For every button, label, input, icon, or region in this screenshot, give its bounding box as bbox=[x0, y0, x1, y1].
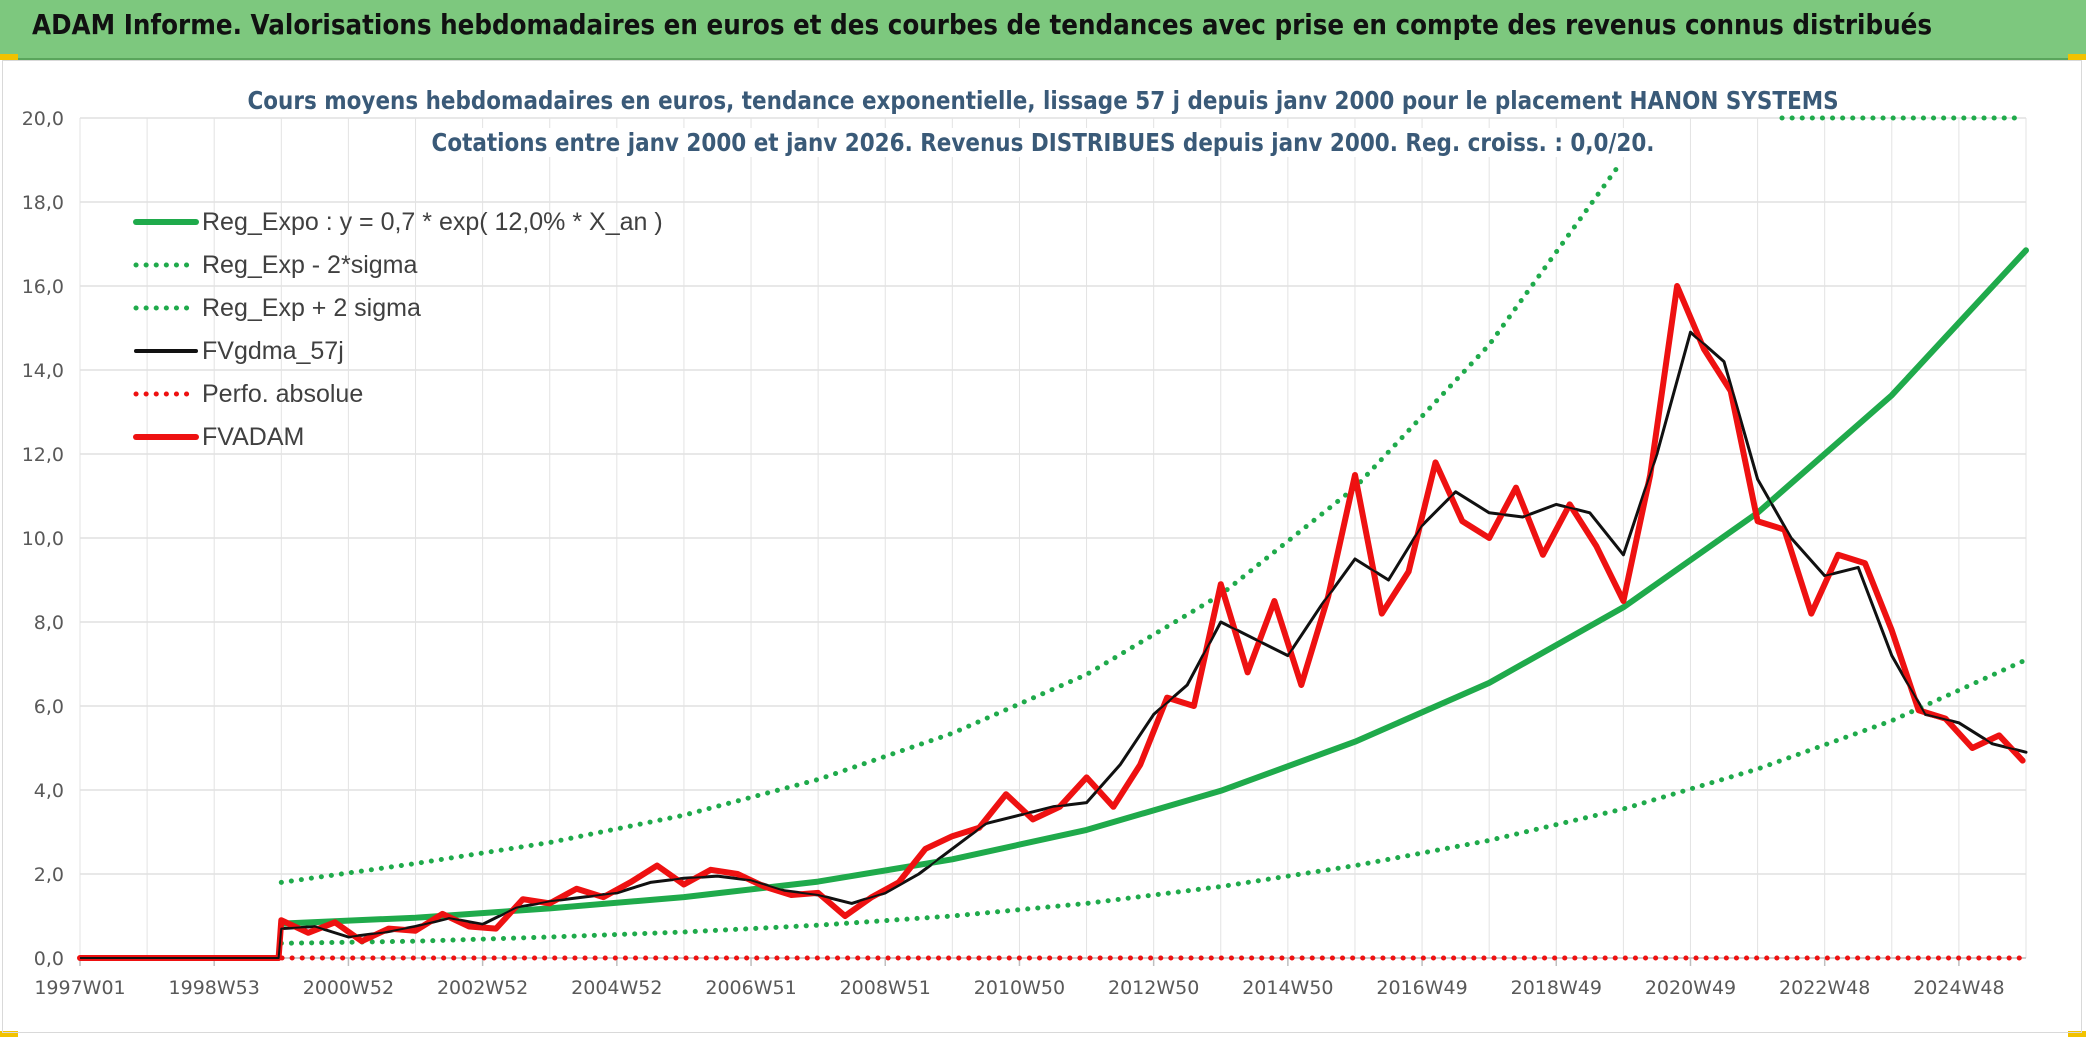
legend-label: Perfo. absolue bbox=[202, 380, 363, 408]
y-tick-label: 6,0 bbox=[34, 696, 64, 718]
chart-title: Cours moyens hebdomadaires en euros, ten… bbox=[0, 86, 2086, 115]
legend-label: Reg_Exp - 2*sigma bbox=[202, 251, 417, 279]
series-line-fvgdma-57j bbox=[78, 330, 2028, 960]
x-tick-label: 2022W48 bbox=[1779, 977, 1870, 999]
x-tick-label: 2012W50 bbox=[1108, 977, 1199, 999]
report-title: ADAM Informe. Valorisations hebdomadaire… bbox=[32, 8, 1933, 41]
x-tick-label: 2006W51 bbox=[705, 977, 796, 999]
series-line-fvgdma-57j-overlay bbox=[80, 331, 2027, 959]
corner-marker-left bbox=[0, 54, 18, 60]
y-tick-label: 2,0 bbox=[34, 864, 64, 886]
x-tick-label: 2010W50 bbox=[974, 977, 1065, 999]
report-header: ADAM Informe. Valorisations hebdomadaire… bbox=[0, 0, 2086, 60]
series-line-reg-exp-2-sigma bbox=[278, 165, 1620, 885]
chart-area bbox=[2, 60, 2082, 1033]
x-tick-label: 2014W50 bbox=[1242, 977, 1333, 999]
legend-label: Reg_Expo : y = 0,7 * exp( 12,0% * X_an ) bbox=[202, 208, 663, 236]
x-tick-label: 2004W52 bbox=[571, 977, 662, 999]
chart-legend: Reg_Expo : y = 0,7 * exp( 12,0% * X_an )… bbox=[133, 208, 663, 451]
y-tick-label: 12,0 bbox=[22, 444, 64, 466]
chart-title-text: Cours moyens hebdomadaires en euros, ten… bbox=[242, 86, 1844, 115]
x-tick-label: 2000W52 bbox=[303, 977, 394, 999]
y-tick-label: 20,0 bbox=[22, 108, 64, 130]
chart-series bbox=[77, 115, 2029, 961]
series-line-reg-exp-2-sigma bbox=[278, 657, 2029, 946]
chart-grid bbox=[79, 117, 2027, 959]
y-tick-label: 16,0 bbox=[22, 276, 64, 298]
corner-marker-bottom-right bbox=[2068, 1031, 2086, 1037]
y-tick-label: 4,0 bbox=[34, 780, 64, 802]
y-tick-label: 0,0 bbox=[34, 948, 64, 970]
chart-axes: 0,0 2,0 4,0 6,0 8,0 10,0 12,0 14,0 16,0 18,0 20,0 1… bbox=[22, 108, 2026, 999]
x-tick-label: 1998W53 bbox=[169, 977, 260, 999]
chart-subtitle: Cotations entre janv 2000 et janv 2026. … bbox=[0, 128, 2086, 157]
x-tick-label: 2020W49 bbox=[1645, 977, 1736, 999]
legend-label: FVADAM bbox=[202, 423, 304, 451]
corner-marker-right bbox=[2068, 54, 2086, 60]
x-tick-label: 2024W48 bbox=[1913, 977, 2004, 999]
y-tick-label: 14,0 bbox=[22, 360, 64, 382]
x-tick-label: 1997W01 bbox=[34, 977, 125, 999]
x-tick-label: 2018W49 bbox=[1511, 977, 1602, 999]
x-tick-label: 2002W52 bbox=[437, 977, 528, 999]
legend-label: FVgdma_57j bbox=[202, 337, 344, 365]
corner-marker-bottom-left bbox=[0, 1031, 18, 1037]
y-tick-label: 8,0 bbox=[34, 612, 64, 634]
series-line-reg-expo-y-0-7-exp-12-0-x-an bbox=[278, 247, 2029, 927]
y-tick-label: 18,0 bbox=[22, 192, 64, 214]
y-tick-label: 10,0 bbox=[22, 528, 64, 550]
x-tick-label: 2016W49 bbox=[1376, 977, 1467, 999]
legend-label: Reg_Exp + 2 sigma bbox=[202, 294, 421, 322]
chart-subtitle-text: Cotations entre janv 2000 et janv 2026. … bbox=[426, 128, 1660, 157]
x-tick-label: 2008W51 bbox=[840, 977, 931, 999]
series-line-fvadam bbox=[77, 283, 2026, 961]
